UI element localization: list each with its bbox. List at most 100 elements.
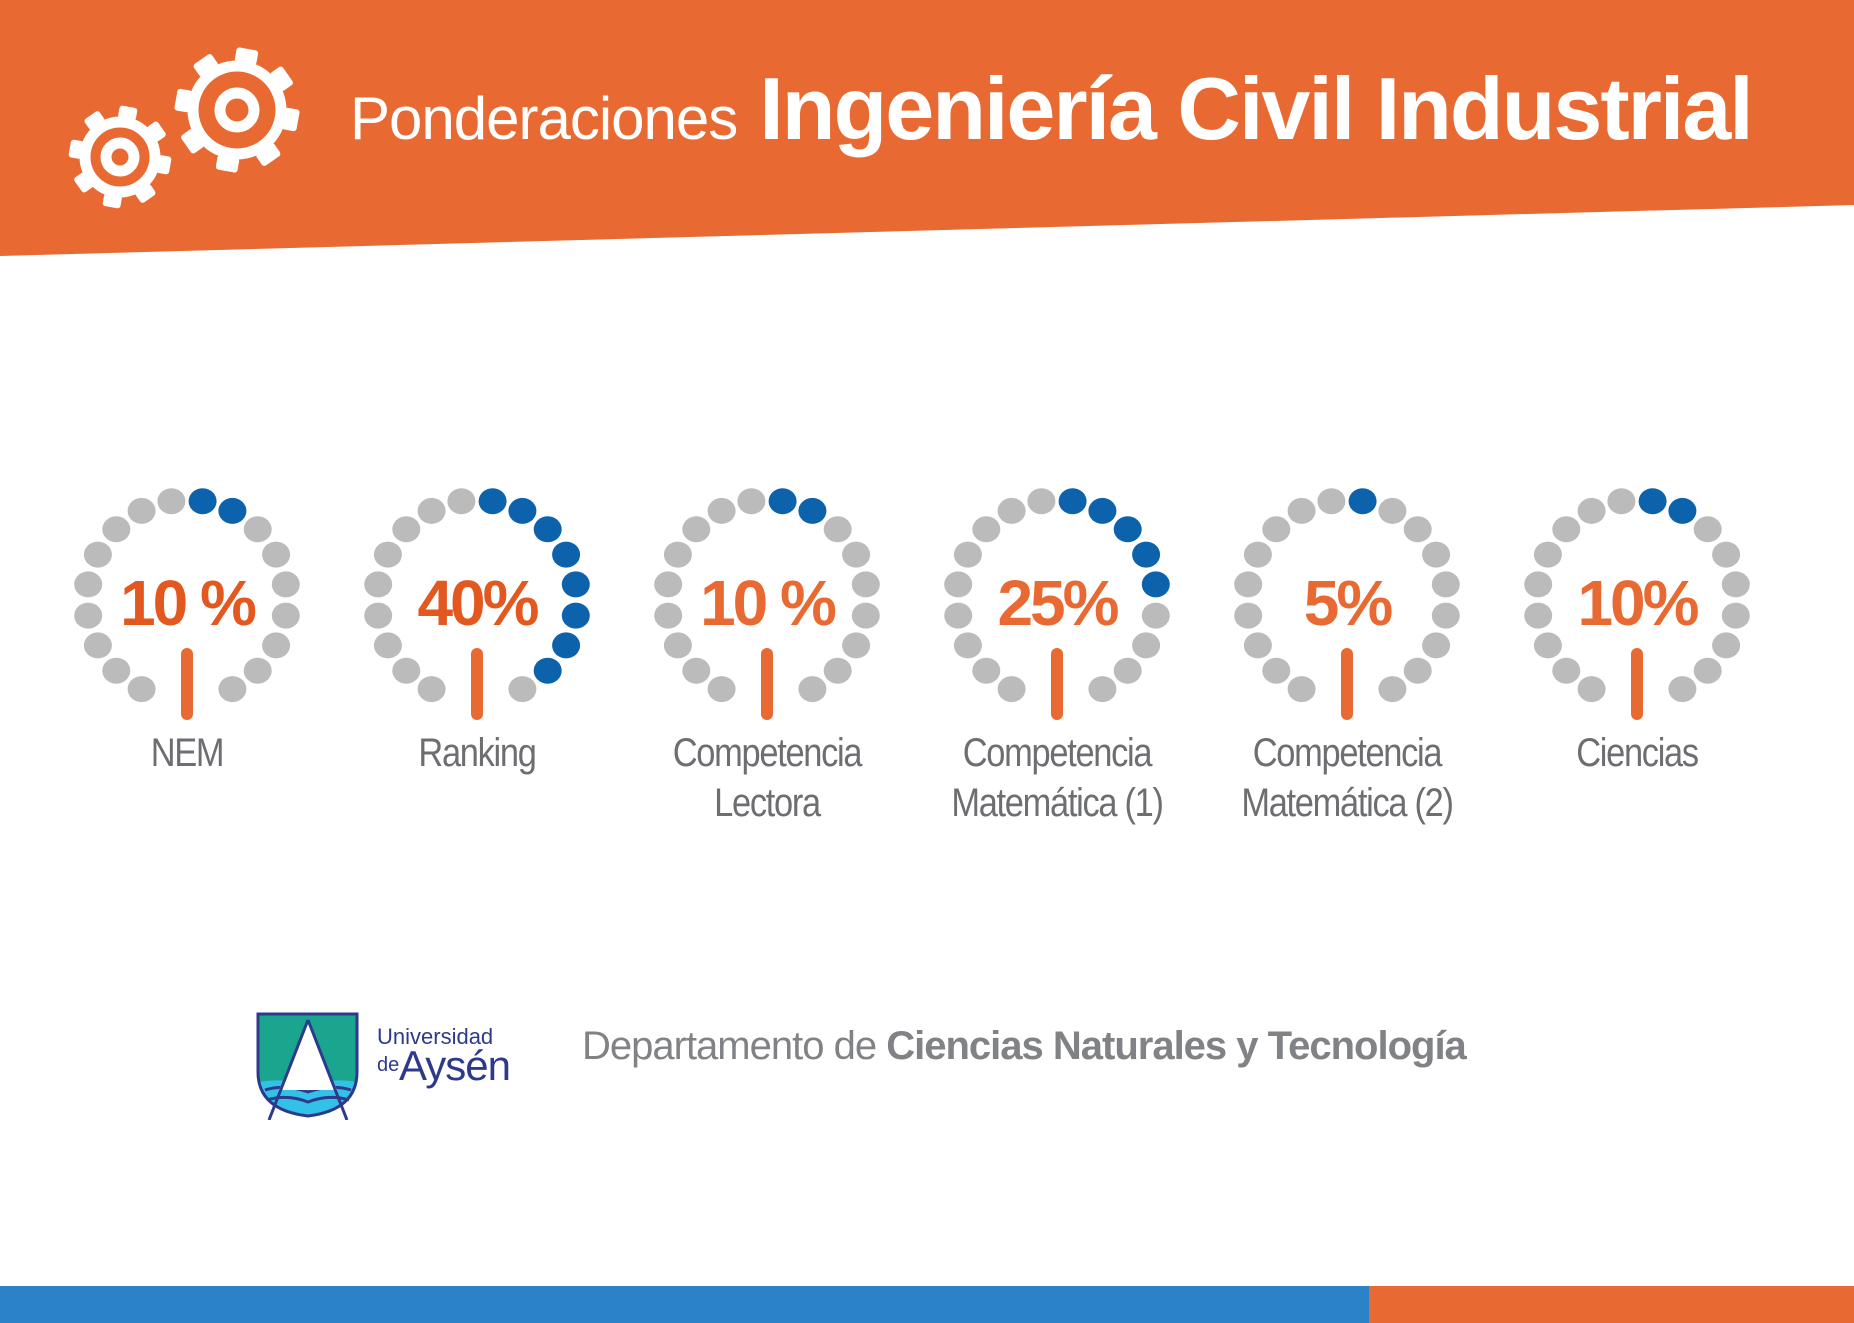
gauge-dot-empty [953, 632, 982, 659]
gauge-dot-empty [1552, 657, 1581, 684]
gauge-dot-empty [1403, 516, 1432, 543]
gauge-dot-empty [1693, 516, 1722, 543]
gauge-dot-filled [552, 541, 581, 568]
gauge-dot-empty [127, 497, 156, 524]
gauge-dot-empty [1234, 602, 1263, 629]
gauge-dot-filled [552, 632, 581, 659]
gauge-dot-filled [1141, 571, 1170, 598]
gauge-dot-empty [373, 541, 402, 568]
gauge-dot-empty [842, 632, 871, 659]
gauge-dot-filled [1638, 488, 1667, 515]
gauge-label-line: Competencia [962, 731, 1153, 775]
gauge-dot-empty [243, 516, 272, 543]
gauge-dot-empty [1243, 541, 1272, 568]
gauge-dial: 5% [1234, 488, 1460, 720]
gauge-label-line: Ciencias [1576, 731, 1699, 775]
gauge-dot-empty [127, 676, 156, 703]
gauge-dot-filled [1088, 497, 1117, 524]
gauge-dot-empty [1693, 657, 1722, 684]
gauge-needle [761, 648, 773, 720]
gauge-dot-filled [478, 488, 507, 515]
gauge-dial: 10% [1524, 488, 1750, 720]
gauge-dot-empty [1524, 602, 1553, 629]
title-prefix: Ponderaciones [350, 85, 738, 152]
gauge-dot-empty [1422, 632, 1451, 659]
logo-line-3: Aysén [399, 1042, 511, 1089]
gauge-dot-filled [561, 571, 590, 598]
gears-icon [68, 47, 300, 209]
gauge-dot-empty [1533, 632, 1562, 659]
gauge-dot-filled [533, 657, 562, 684]
page-title: Ponderaciones Ingeniería Civil Industria… [350, 58, 1754, 178]
gauge-dot-empty [262, 541, 291, 568]
gauge-dot-empty [83, 541, 112, 568]
gauge-dot-empty [663, 541, 692, 568]
gauge-dot-empty [944, 602, 973, 629]
gauge-dot-empty [1577, 676, 1606, 703]
gauge-dot-empty [1113, 657, 1142, 684]
university-shield-icon [256, 1012, 359, 1121]
gauge-percent: 5% [1304, 567, 1393, 639]
gauge-dot-filled [768, 488, 797, 515]
gauge-dot-empty [1234, 571, 1263, 598]
gauge-dot-empty [1524, 571, 1553, 598]
department-main: Ciencias Naturales y Tecnología [886, 1024, 1467, 1068]
gauge-needle [471, 648, 483, 720]
gauge-dot-filled [508, 497, 537, 524]
gauge-dot-empty [271, 602, 300, 629]
gauge-dot-empty [1088, 676, 1117, 703]
title-main: Ingeniería Civil Industrial [759, 59, 1753, 158]
gauge-dot-empty [1262, 657, 1291, 684]
gauge-label-line: NEM [150, 731, 225, 775]
gauge-dot-empty [1403, 657, 1432, 684]
gauge-dot-empty [373, 632, 402, 659]
department-name: Departamento de Ciencias Naturales y Tec… [582, 1024, 1467, 1069]
gauge-dot-empty [682, 516, 711, 543]
gauge-label: Ciencias [1512, 728, 1761, 778]
gauge-dot-empty [417, 676, 446, 703]
gauge-needle [1051, 648, 1063, 720]
gauge-6: 10% Ciencias [1492, 480, 1782, 840]
gauge-dot-empty [737, 488, 766, 515]
gauge-dot-empty [707, 676, 736, 703]
header-banner [0, 0, 1854, 256]
gauge-dot-empty [654, 602, 683, 629]
gauge-needle [181, 648, 193, 720]
gauge-percent: 40% [417, 567, 538, 639]
department-prefix: Departamento de [582, 1024, 877, 1068]
gauge-dot-empty [1577, 497, 1606, 524]
gauge-1: 10 % NEM [42, 480, 332, 840]
gauge-dot-empty [842, 541, 871, 568]
gauge-dot-empty [1378, 676, 1407, 703]
gauge-dot-filled [1113, 516, 1142, 543]
gauge-dot-empty [1721, 602, 1750, 629]
gauge-dot-empty [1431, 602, 1460, 629]
gauge-dot-empty [953, 541, 982, 568]
gauge-dot-empty [1668, 676, 1697, 703]
gauge-label-line: Competencia [1252, 731, 1443, 775]
gauge-dot-empty [1027, 488, 1056, 515]
gauge-dot-empty [1287, 676, 1316, 703]
logo-line-1: Universidad [377, 1024, 494, 1049]
gauge-dot-filled [798, 497, 827, 524]
gauge-needle [1341, 648, 1353, 720]
gauge-2: 40% Ranking [332, 480, 622, 840]
gauge-dot-empty [102, 516, 131, 543]
gauge-4: 25% Competencia Matemática (1) [912, 480, 1202, 840]
gauge-label: Competencia Lectora [642, 728, 891, 828]
gauge-dot-empty [1287, 497, 1316, 524]
gauge-dot-empty [1317, 488, 1346, 515]
gauge-percent: 10 % [700, 567, 836, 639]
gauge-percent: 10 % [120, 567, 256, 639]
gauge-dot-empty [823, 657, 852, 684]
gauge-dot-empty [1262, 516, 1291, 543]
gauge-percent: 10% [1577, 567, 1698, 639]
footer-bar-orange [1369, 1286, 1854, 1323]
gauge-dial: 10 % [654, 488, 880, 720]
gauge-label-line: Matemática (2) [1241, 781, 1454, 825]
gauge-dot-empty [1607, 488, 1636, 515]
gauge-dot-empty [798, 676, 827, 703]
gauge-dot-empty [997, 497, 1026, 524]
gauge-dot-empty [1721, 571, 1750, 598]
gauge-dot-filled [1668, 497, 1697, 524]
